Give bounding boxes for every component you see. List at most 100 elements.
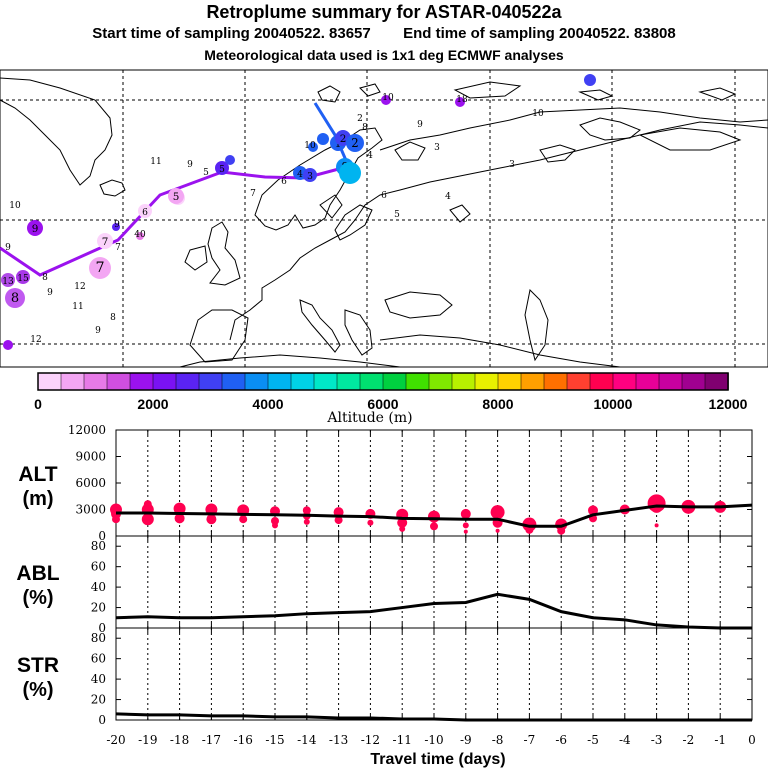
x-tick-label: -3 [651,733,663,747]
cluster-label: 2 [340,133,347,145]
altitude-point [428,510,440,523]
colorbar-cell [566,372,591,391]
abl-line [115,592,752,630]
plume-cluster: 13 [1,273,15,287]
plume-cluster: 5 [168,188,184,204]
day-number: 9 [417,120,423,130]
cluster-circle [584,74,596,86]
x-tick-label: -8 [492,733,504,747]
trajectory-line-recent [313,102,350,166]
plume-cluster: 8 [5,288,25,308]
colorbar-cell [175,372,200,391]
altitude-point [272,522,278,529]
cluster-circle [339,162,361,184]
panel-ylabel-title: ALT [18,463,57,486]
altitude-point [495,528,500,533]
day-number: 10 [382,93,394,103]
x-tick-label: 0 [748,733,756,747]
altitude-point [141,513,154,526]
colorbar-title: Altitude (m) [326,410,412,426]
colorbar-cell [267,372,292,391]
coastlines [0,77,768,367]
day-number: 12 [30,335,41,345]
cluster-label: 4 [297,170,303,180]
y-tick-label: 3000 [75,503,106,517]
y-tick-label: 0 [98,621,106,635]
y-tick-label: 80 [91,631,106,645]
y-tick-label: 0 [98,529,106,543]
x-tick-label: -4 [619,733,631,747]
altitude-point [430,522,438,531]
cluster-circle [168,188,184,204]
cluster-label: 2 [351,136,358,150]
y-tick-label: 0 [98,713,106,727]
start-time-label: Start time of sampling 20040522. 83657 [92,25,371,42]
plume-cluster [584,74,596,86]
colorbar-cell [543,372,568,391]
colorbar-cell [612,372,637,391]
panel-ylabel-title: STR [17,654,59,677]
cluster-label: 5 [173,191,180,203]
colorbar-cell [152,372,177,391]
y-tick-label: 9000 [75,450,106,464]
plume-cluster [308,142,318,152]
colorbar-cell [106,372,131,391]
plume-cluster: 7 [89,257,111,279]
altitude-point [490,505,505,520]
x-tick-label: -7 [524,733,536,747]
cluster-label: 6 [142,208,148,218]
day-number: 8 [42,273,48,283]
day-number: 12 [74,282,85,292]
colorbar-tick-label: 8000 [482,396,513,412]
cluster-circle [225,155,235,165]
day-number: 11 [150,157,161,167]
colorbar-cell [290,372,315,391]
plume-cluster [381,95,391,105]
colorbar-cells [37,372,729,391]
altitude-point [271,516,279,525]
cluster-circle [1,273,15,287]
panel-abl: 0 20 40 60 80 ABL(%) [16,535,753,635]
met-data-label: Meteorological data used is 1x1 deg ECMW… [204,47,564,63]
colorbar-cell [704,372,729,391]
colorbar-tick-label: 12000 [709,396,748,412]
colorbar-cell [405,372,430,391]
day-number: 18 [456,95,468,105]
altitude-point [525,525,534,534]
chart-title: Retroplume summary for ASTAR-040522a [206,2,562,22]
altitude-point [173,502,186,515]
plume-cluster: 3 [303,168,317,182]
panel-ylabel-unit: (m) [22,488,53,510]
panel-ylabel-unit: (%) [22,587,53,609]
x-tick-label: -14 [297,733,317,747]
x-tick-label: -13 [329,733,348,747]
y-tick-label: 6000 [75,476,106,490]
colorbar-cell [658,372,683,391]
colorbar-cell [313,372,338,391]
colorbar-cell [221,372,246,391]
altitude-colorbar: 0 2000 4000 6000 8000 10000 12000 Altitude (m) [34,372,748,426]
cluster-label: 3 [307,172,313,182]
colorbar-cell [244,372,269,391]
cluster-circle [303,168,317,182]
panel-ylabel-title: ABL [16,562,59,585]
cluster-circle [112,223,120,231]
plume-cluster [317,133,329,145]
x-tick-label: -1 [714,733,726,747]
altitude-point [557,526,566,535]
colorbar-tick-labels: 0 2000 4000 6000 8000 10000 12000 [34,396,748,412]
end-time-label: End time of sampling 20040522. 83808 [403,25,676,42]
x-axis-label: Travel time (days) [370,751,505,768]
cluster-circle [136,232,144,240]
y-tick-label: 60 [91,652,106,666]
cluster-circle [381,95,391,105]
plume-cluster [112,223,120,231]
cluster-label: 7 [102,236,109,248]
x-tick-label: -15 [265,733,284,747]
plume-cluster [3,340,13,350]
plume-cluster [225,155,235,165]
day-number: 9 [187,160,193,170]
cluster-label: 13 [2,277,14,287]
day-number: 9 [95,326,101,336]
